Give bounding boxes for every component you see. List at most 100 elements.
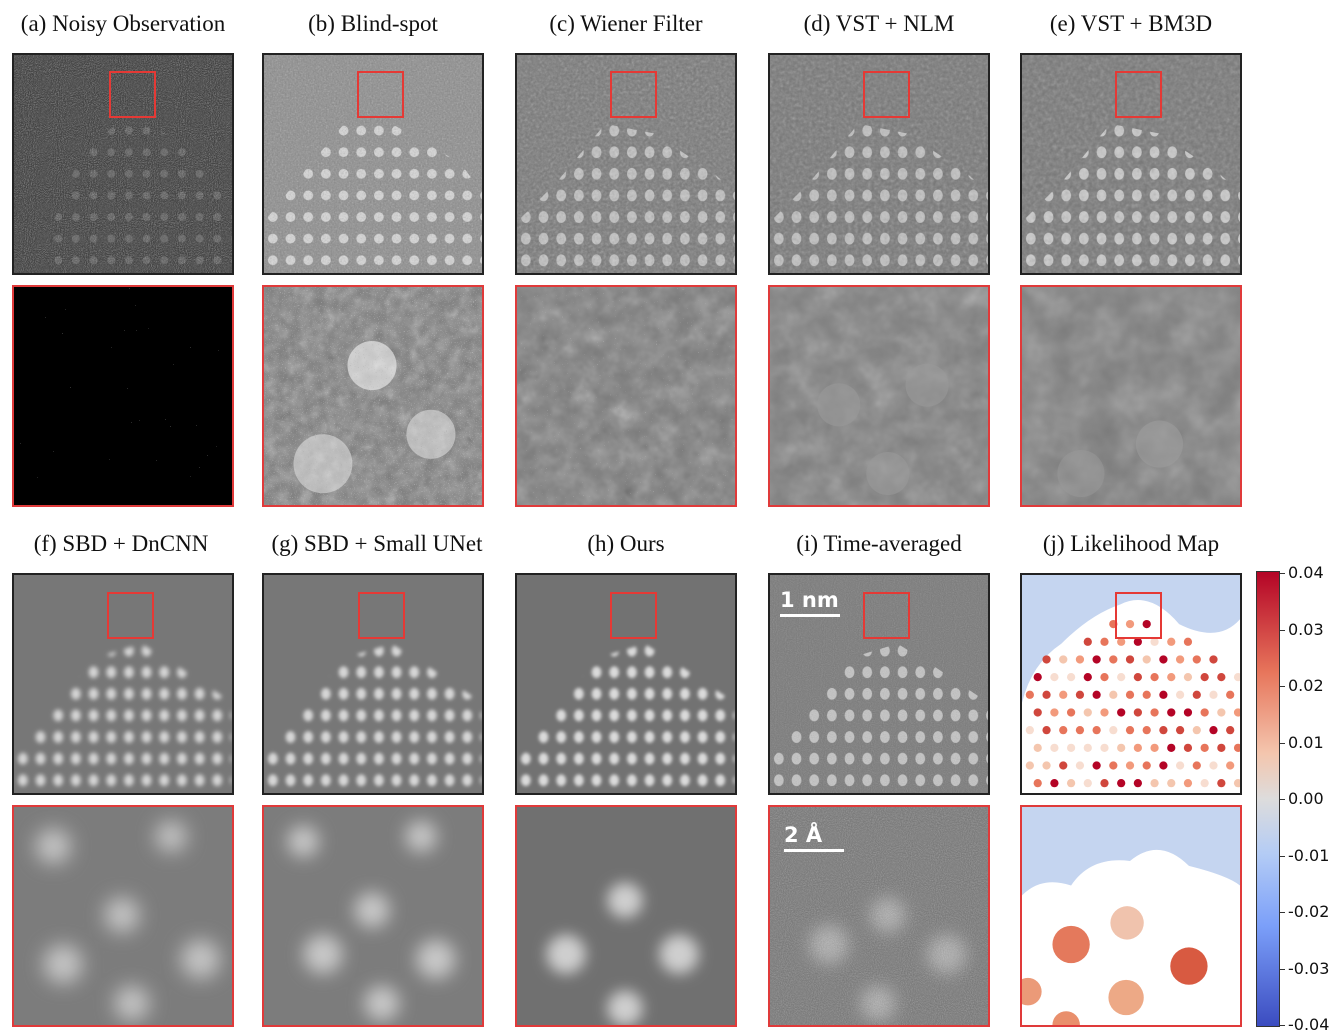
atom-dot — [1100, 673, 1109, 682]
atom-dot — [1109, 761, 1118, 770]
caption-c: (c) Wiener Filter — [549, 11, 703, 36]
atom-dot — [1066, 708, 1076, 717]
caption-f: (f) SBD + DnCNN — [33, 531, 209, 556]
atom-dot — [1108, 979, 1144, 1016]
atom-dot — [1092, 726, 1101, 735]
scalebar-2a-label: 2 Å — [784, 823, 823, 847]
panel-d-zoom — [768, 285, 990, 507]
panel-i-overview — [768, 573, 990, 795]
roi-box-d — [863, 71, 910, 118]
unet-overview-image — [264, 575, 482, 793]
panel-f-zoom — [12, 805, 234, 1027]
atom-dot — [1059, 690, 1068, 699]
panel-e-zoom — [1020, 285, 1242, 507]
atom-dot — [1142, 655, 1151, 664]
atom-dot — [1025, 726, 1034, 735]
atom-dot — [1217, 743, 1226, 752]
panel-a-overview — [12, 53, 234, 275]
atom-dot — [1059, 726, 1068, 735]
atom-dot — [1209, 726, 1218, 735]
atom-dot — [1033, 708, 1042, 717]
panel-j-zoom — [1020, 805, 1242, 1027]
bm3d-zoom-image — [1022, 287, 1240, 505]
atom-dot — [1192, 655, 1201, 664]
roi-box-e — [1115, 71, 1162, 118]
atom-dot — [1075, 761, 1085, 770]
noisy-zoom-image — [14, 287, 232, 505]
atom-dot — [1083, 673, 1092, 682]
atom-dot — [1142, 619, 1151, 629]
scalebar-1nm-line — [780, 614, 840, 617]
atom-dot — [1117, 637, 1126, 646]
atom-dot — [1192, 726, 1201, 735]
atom-dot — [1183, 637, 1193, 646]
caption-h: (h) Ours — [587, 531, 665, 556]
atom-dot — [1183, 673, 1193, 682]
time-averaged-zoom-image — [770, 807, 988, 1025]
atom-dot — [1217, 779, 1226, 788]
wiener-overview-image — [517, 55, 735, 273]
atom-dot — [1033, 743, 1042, 752]
atom-dot — [1066, 779, 1076, 788]
atom-dot — [1183, 779, 1193, 788]
atom-dot — [1167, 637, 1176, 646]
atom-dot — [1059, 655, 1068, 664]
atom-dot — [1200, 708, 1209, 717]
atom-dot — [1192, 690, 1201, 699]
atom-dot — [1175, 655, 1185, 664]
caption-b: (b) Blind-spot — [308, 11, 438, 36]
roi-box-g — [358, 592, 405, 639]
wiener-zoom-image — [517, 287, 735, 505]
atom-dot — [1233, 743, 1240, 752]
colorbar-tick-label: -0.04 — [1280, 1015, 1329, 1034]
atom-dot — [1050, 743, 1059, 752]
atom-dot — [1033, 673, 1042, 682]
atom-dot — [1217, 673, 1226, 682]
atom-dot — [1050, 779, 1059, 788]
roi-box-i — [863, 592, 910, 639]
atom-dot — [1117, 779, 1126, 788]
atom-dot — [1142, 690, 1151, 699]
dncnn-overview-image — [14, 575, 232, 793]
atom-dot — [1150, 743, 1159, 752]
atom-dot — [1150, 708, 1159, 717]
atom-dot — [1083, 708, 1092, 717]
atom-dot — [1109, 655, 1118, 664]
atom-dot — [1117, 708, 1126, 717]
atom-dot — [1125, 690, 1135, 699]
atom-dot — [1200, 743, 1209, 752]
atom-dot — [1100, 779, 1109, 788]
caption-j: (j) Likelihood Map — [1042, 531, 1220, 556]
atom-dot — [1052, 1011, 1080, 1025]
colorbar-tick-label: -0.03 — [1280, 959, 1329, 978]
atom-dot — [1209, 761, 1218, 770]
atom-dot — [1233, 708, 1240, 717]
roi-box-c — [610, 71, 657, 118]
panel-a-zoom — [12, 285, 234, 507]
panel-d-overview — [768, 53, 990, 275]
atom-dot — [1110, 906, 1144, 940]
atom-dot — [1226, 690, 1235, 699]
atom-dot — [1083, 779, 1092, 788]
atom-dot — [1125, 726, 1135, 735]
panel-j-overview — [1020, 573, 1242, 795]
atom-dot — [1092, 761, 1101, 770]
atom-dot — [1226, 761, 1235, 770]
panel-b-zoom — [262, 285, 484, 507]
atom-dot — [1175, 690, 1185, 699]
colorbar — [1256, 571, 1280, 1027]
atom-dot — [1133, 743, 1142, 752]
atom-dot — [1075, 726, 1085, 735]
roi-box-j — [1115, 592, 1162, 639]
panel-b-overview — [262, 53, 484, 275]
panel-h-overview — [515, 573, 737, 795]
scalebar-2a: 2 Å — [784, 823, 844, 852]
atom-dot — [1142, 761, 1151, 770]
colorbar-tick-label: 0.02 — [1280, 676, 1324, 695]
atom-dot — [1125, 619, 1135, 629]
atom-dot — [1042, 726, 1051, 735]
atom-dot — [1159, 726, 1168, 735]
colorbar-tick-label: -0.02 — [1280, 902, 1329, 921]
atom-dot — [1109, 690, 1118, 699]
scalebar-1nm: 1 nm — [780, 588, 840, 617]
